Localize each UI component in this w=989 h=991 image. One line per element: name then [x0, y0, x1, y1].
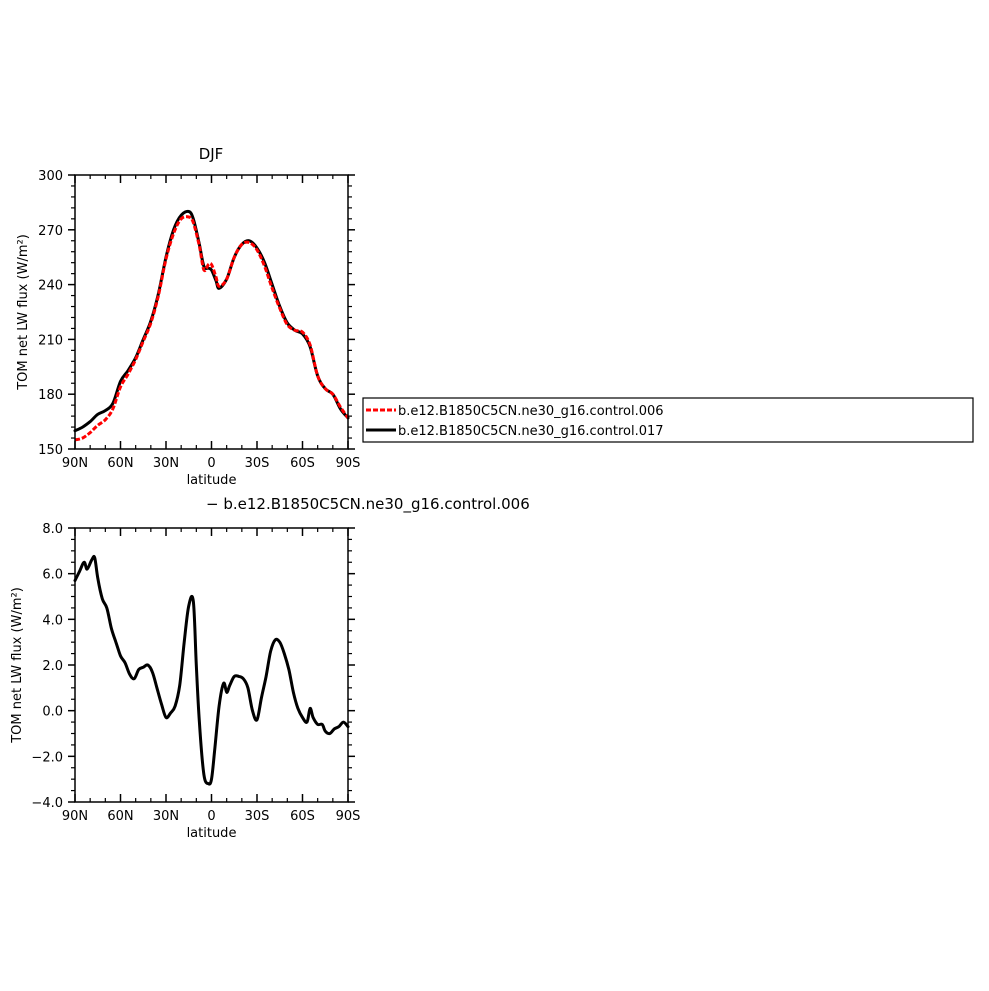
chart2-x-tick-label: 60N — [107, 809, 133, 824]
chart2-y-tick-label: −2.0 — [31, 750, 63, 765]
chart2-series-line-1 — [73, 554, 350, 786]
chart1-y-axis-title: TOM net LW flux (W/m²) — [16, 234, 31, 391]
chart1-x-tick-label: 30N — [153, 456, 179, 471]
chart2-y-axis-title: TOM net LW flux (W/m²) — [10, 587, 25, 744]
chart1-y-tick-label: 210 — [38, 333, 63, 348]
chart1-x-tick-label: 90N — [62, 456, 88, 471]
chart2-y-tick-label: 8.0 — [42, 522, 63, 537]
chart1-series-line-1 — [73, 209, 350, 433]
chart1-y-tick-label: 240 — [38, 279, 63, 294]
chart2-x-tick-label: 30N — [153, 809, 179, 824]
chart1-title: DJF — [199, 145, 224, 163]
chart1-y-tick-label: 150 — [38, 443, 63, 458]
chart1-y-tick-label: 270 — [38, 224, 63, 239]
legend-box — [362, 397, 974, 443]
chart2-y-tick-label: 4.0 — [42, 613, 63, 628]
chart1-x-tick-label: 60N — [107, 456, 133, 471]
chart2-y-tick-label: −4.0 — [31, 796, 63, 811]
chart2-x-tick-label: 0 — [207, 809, 215, 824]
chart2-x-tick-label: 90N — [62, 809, 88, 824]
chart2-title: − b.e12.B1850C5CN.ne30_g16.control.006 — [206, 495, 530, 514]
chart1-x-tick-label: 0 — [207, 456, 215, 471]
chart1-y-tick-label: 180 — [38, 388, 63, 403]
chart2-x-tick-label: 30S — [245, 809, 270, 824]
chart1-x-tick-label: 30S — [245, 456, 270, 471]
chart1-x-axis-title: latitude — [187, 473, 237, 488]
chart1-y-tick-label: 300 — [38, 169, 63, 184]
chart2-plot-frame — [74, 527, 349, 803]
chart2-x-tick-label: 60S — [290, 809, 315, 824]
chart2-y-tick-label: 2.0 — [42, 659, 63, 674]
chart1-x-tick-label: 90S — [336, 456, 361, 471]
chart2-x-axis-title: latitude — [187, 826, 237, 841]
chart1-series-line-2 — [74, 215, 350, 442]
chart2-x-tick-label: 90S — [336, 809, 361, 824]
chart2-y-tick-label: 6.0 — [42, 568, 63, 583]
chart1-x-tick-label: 60S — [290, 456, 315, 471]
legend-label-1: b.e12.B1850C5CN.ne30_g16.control.006 — [398, 404, 664, 419]
legend-label-2: b.e12.B1850C5CN.ne30_g16.control.017 — [398, 424, 664, 439]
chart1-plot-frame — [74, 174, 349, 450]
chart2-y-tick-label: 0.0 — [42, 705, 63, 720]
